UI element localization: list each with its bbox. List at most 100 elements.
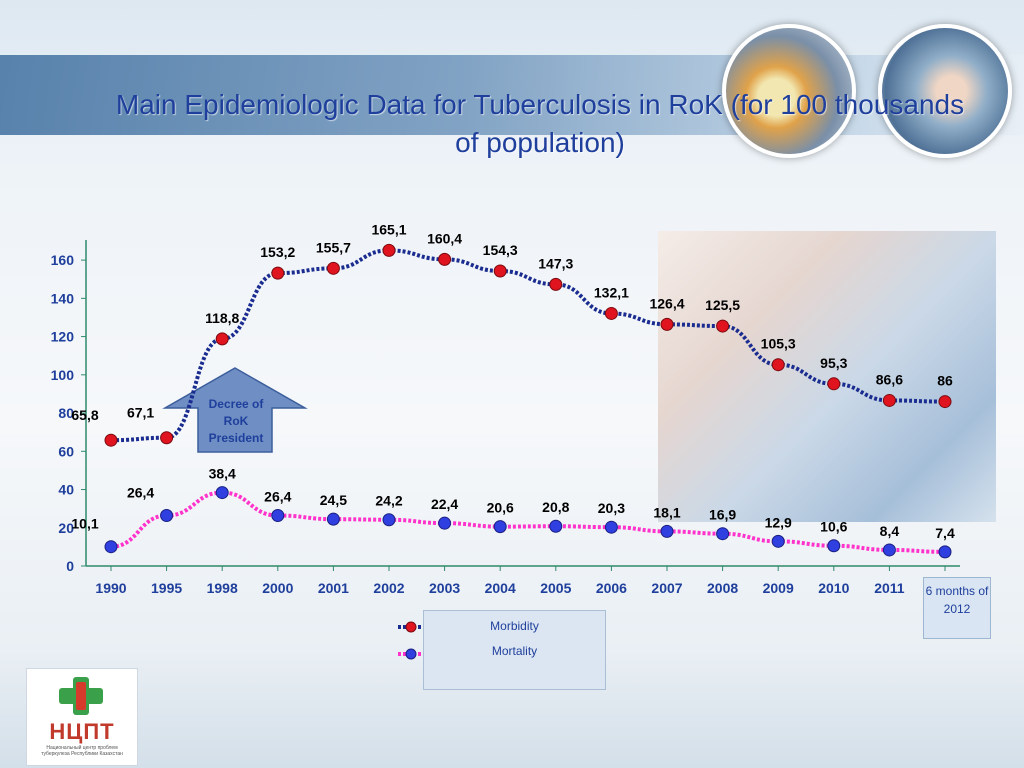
mortality-point	[827, 539, 841, 553]
mortality-data-label: 24,2	[375, 493, 402, 509]
nctp-logo: НЦПТ Национальный центр проблем туберкул…	[26, 668, 138, 766]
mortality-point	[382, 513, 396, 527]
y-tick-label: 120	[51, 329, 75, 345]
mortality-point	[215, 486, 229, 500]
x-tick-label: 2001	[318, 580, 349, 596]
x-tick-label: 1990	[95, 580, 126, 596]
mortality-data-label: 24,5	[320, 492, 347, 508]
mortality-point	[493, 520, 507, 534]
x-tick-label: 2007	[651, 580, 682, 596]
slide-title: Main Epidemiologic Data for Tuberculosis…	[115, 89, 965, 158]
morbidity-point	[882, 393, 896, 407]
morbidity-data-label: 153,2	[260, 244, 295, 260]
mortality-point	[104, 540, 118, 554]
morbidity-data-label: 86	[937, 373, 953, 389]
mortality-point	[326, 512, 340, 526]
y-tick-label: 140	[51, 290, 75, 306]
mortality-data-label: 26,4	[264, 489, 291, 505]
decree-arrow	[162, 367, 308, 453]
x-tick-label: 2010	[818, 580, 849, 596]
mortality-data-label: 7,4	[935, 525, 955, 541]
y-tick-label: 60	[58, 443, 74, 459]
x-tick-label: 1998	[207, 580, 238, 596]
x-tick-label: 2000	[262, 580, 293, 596]
morbidity-point	[660, 317, 674, 331]
y-tick-label: 20	[58, 520, 74, 536]
x-tick-label: 2008	[707, 580, 738, 596]
morbidity-point	[326, 261, 340, 275]
mortality-data-label: 16,9	[709, 507, 736, 523]
morbidity-series-line	[110, 248, 946, 443]
mortality-data-label: 12,9	[765, 514, 792, 530]
chart-axes: 0 20 40 60 80 100 120 140 160 1990 1995 1998 2000 200…	[51, 240, 960, 596]
morbidity-data-label: 154,3	[483, 242, 518, 258]
morbidity-data-label: 126,4	[649, 295, 684, 311]
mortality-point	[716, 527, 730, 541]
mortality-point	[938, 545, 952, 559]
mortality-point	[271, 509, 285, 523]
chart-plot-area: 65,8 67,1 118,8 153,2 155,7 165,1 160,4 154,3 14…	[71, 221, 955, 559]
months-note: 6 months of 2012	[923, 577, 991, 639]
morbidity-point	[604, 306, 618, 320]
morbidity-point	[549, 277, 563, 291]
decree-label: Decree of RoK President	[208, 397, 264, 445]
mortality-data-label: 20,6	[487, 500, 514, 516]
logo-subtitle: Национальный центр проблем туберкулеза Р…	[41, 745, 123, 757]
morbidity-data-label: 95,3	[820, 355, 847, 371]
mortality-point	[438, 516, 452, 530]
morbidity-data-label: 147,3	[538, 255, 573, 271]
morbidity-point	[438, 252, 452, 266]
morbidity-data-label: 86,6	[876, 371, 903, 387]
mortality-data-label: 20,8	[542, 499, 569, 515]
mortality-series-line	[110, 490, 946, 554]
mortality-data-label: 10,1	[71, 516, 98, 532]
morbidity-point	[271, 266, 285, 280]
mortality-point	[160, 509, 174, 523]
y-tick-label: 0	[66, 558, 74, 574]
x-tick-label: 2006	[596, 580, 627, 596]
mortality-data-label: 26,4	[127, 485, 154, 501]
morbidity-point	[938, 395, 952, 409]
mortality-data-label: 20,3	[598, 500, 625, 516]
legend-morbidity-label: Morbidity	[490, 619, 539, 633]
mortality-data-label: 10,6	[820, 519, 847, 535]
morbidity-point	[827, 377, 841, 391]
morbidity-point	[771, 358, 785, 372]
mortality-data-label: 22,4	[431, 496, 458, 512]
y-tick-label: 40	[58, 482, 74, 498]
mortality-data-label: 38,4	[209, 466, 236, 482]
logo-red-bar	[76, 682, 86, 710]
mortality-data-label: 8,4	[880, 523, 900, 539]
morbidity-point	[104, 433, 118, 447]
y-tick-label: 160	[51, 252, 75, 268]
x-tick-label: 2003	[429, 580, 460, 596]
morbidity-data-label: 155,7	[316, 239, 351, 255]
morbidity-data-label: 118,8	[205, 310, 239, 326]
chart-legend: Morbidity Mortality	[423, 610, 606, 690]
morbidity-point	[493, 264, 507, 278]
morbidity-data-label: 125,5	[705, 297, 740, 313]
mortality-point	[604, 520, 618, 534]
mortality-data-label: 18,1	[653, 504, 680, 520]
morbidity-data-label: 132,1	[594, 284, 629, 300]
surgeon-photo	[878, 24, 1012, 158]
x-tick-label: 2002	[373, 580, 404, 596]
morbidity-data-label: 105,3	[761, 336, 796, 352]
logo-name: НЦПТ	[49, 719, 115, 744]
morbidity-point	[382, 243, 396, 257]
morbidity-data-label: 165,1	[371, 221, 406, 237]
x-tick-label: 2009	[763, 580, 794, 596]
pills-photo	[722, 24, 856, 158]
x-tick-label: 2005	[540, 580, 571, 596]
x-tick-label: 2011	[874, 580, 905, 596]
morbidity-point	[716, 319, 730, 333]
morbidity-point	[215, 332, 229, 346]
y-tick-label: 80	[58, 405, 74, 421]
y-tick-label: 100	[51, 367, 75, 383]
legend-mortality-label: Mortality	[491, 644, 538, 658]
x-tick-label: 2004	[485, 580, 516, 596]
xray-image	[658, 231, 996, 522]
mortality-point	[882, 543, 896, 557]
morbidity-data-label: 160,4	[427, 230, 462, 246]
mortality-point	[771, 534, 785, 548]
